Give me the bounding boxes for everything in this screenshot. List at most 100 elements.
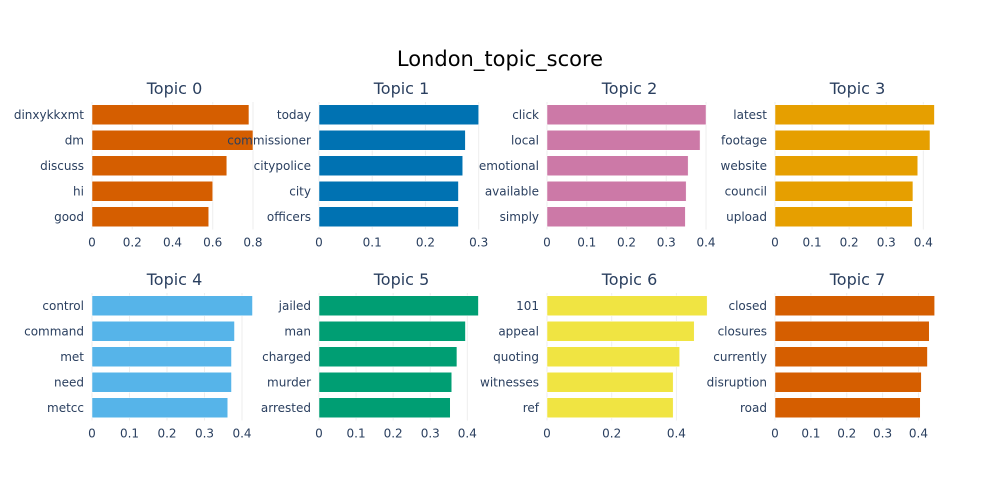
subplot-title: Topic 5 xyxy=(373,270,430,289)
subplot-title: Topic 3 xyxy=(829,79,886,98)
subplot-topic-7: Topic 7 0 0.1 0.2 0.3 0.4 closed closures curren… xyxy=(707,270,935,441)
x-tick-label: 0.3 xyxy=(195,427,214,441)
bar-currently xyxy=(774,346,928,367)
bar-latest xyxy=(774,104,935,125)
category-label: appeal xyxy=(498,324,539,338)
bar-upload xyxy=(774,206,913,227)
subplot-topic-6: Topic 6 0 0.2 0.4 101 appeal quoting witnesses r… xyxy=(480,270,708,441)
bar-quoting xyxy=(546,346,680,367)
bar-website xyxy=(774,155,919,176)
category-label: officers xyxy=(267,210,311,224)
x-tick-label: 0.3 xyxy=(421,427,440,441)
category-label: website xyxy=(721,159,768,173)
x-tick-label: 0 xyxy=(771,236,779,250)
bar-control xyxy=(91,295,253,316)
category-label: hi xyxy=(73,184,84,198)
subplot-topic-4: Topic 4 0 0.1 0.2 0.3 0.4 control command met nee… xyxy=(24,270,253,441)
x-tick-label: 0.4 xyxy=(914,236,933,250)
bar-today xyxy=(318,104,479,125)
subplot-topic-1: Topic 1 0 0.1 0.2 0.3 today commissioner citypo… xyxy=(227,79,488,250)
bar-closures xyxy=(774,321,930,342)
bar-murder xyxy=(318,372,452,393)
category-label: closures xyxy=(718,324,767,338)
category-label: control xyxy=(42,299,84,313)
bar-101 xyxy=(546,295,708,316)
subplot-title: Topic 6 xyxy=(601,270,658,289)
subplot-panels: Topic 0 0 0.2 0.4 0.6 0.8 dinxykkxmt dm discuss h… xyxy=(14,79,935,441)
x-tick-label: 0.1 xyxy=(120,427,139,441)
subplot-topic-2: Topic 2 0 0.1 0.2 0.3 0.4 click local emotional a… xyxy=(479,79,716,250)
category-label: man xyxy=(284,324,311,338)
x-tick-label: 0.3 xyxy=(877,236,896,250)
subplot-title: Topic 4 xyxy=(146,270,203,289)
category-label: charged xyxy=(262,350,311,364)
subplot-title: Topic 2 xyxy=(601,79,658,98)
x-tick-label: 0 xyxy=(315,427,323,441)
x-tick-label: 0.2 xyxy=(384,427,403,441)
bar-met xyxy=(91,346,232,367)
category-label: upload xyxy=(726,210,767,224)
x-tick-label: 0.2 xyxy=(123,236,142,250)
subplot-title: Topic 0 xyxy=(146,79,203,98)
category-label: discuss xyxy=(40,159,84,173)
bar-command xyxy=(91,321,235,342)
bar-hi xyxy=(91,181,213,202)
category-label: simply xyxy=(500,210,539,224)
subplot-topic-5: Topic 5 0 0.1 0.2 0.3 0.4 jailed man charged murd… xyxy=(261,270,479,441)
bar-metcc xyxy=(91,397,228,418)
subplot-topic-3: Topic 3 0 0.1 0.2 0.3 0.4 latest footage website… xyxy=(721,79,935,250)
category-label: dm xyxy=(65,133,84,147)
chart-title: London_topic_score xyxy=(397,47,603,72)
x-tick-label: 0.4 xyxy=(458,427,477,441)
x-tick-label: 0 xyxy=(771,427,779,441)
x-tick-label: 0.2 xyxy=(157,427,176,441)
category-label: murder xyxy=(267,375,311,389)
x-tick-label: 0.1 xyxy=(803,236,822,250)
category-label: jailed xyxy=(278,299,311,313)
x-tick-label: 0.1 xyxy=(347,427,366,441)
x-tick-label: 0.1 xyxy=(363,236,382,250)
bar-man xyxy=(318,321,466,342)
category-label: today xyxy=(277,108,311,122)
x-tick-label: 0.3 xyxy=(469,236,488,250)
x-tick-label: 0.2 xyxy=(602,427,621,441)
x-tick-label: 0.3 xyxy=(873,427,892,441)
bar-road xyxy=(774,397,921,418)
x-tick-label: 0.2 xyxy=(840,236,859,250)
bar-local xyxy=(546,130,701,151)
bar-council xyxy=(774,181,914,202)
bar-available xyxy=(546,181,687,202)
x-tick-label: 0.6 xyxy=(203,236,222,250)
bar-need xyxy=(91,372,232,393)
category-label: met xyxy=(60,350,84,364)
category-label: click xyxy=(512,108,539,122)
x-tick-label: 0.2 xyxy=(617,236,636,250)
x-tick-label: 0 xyxy=(543,427,551,441)
bar-commissioner xyxy=(318,130,466,151)
bar-charged xyxy=(318,346,458,367)
x-tick-label: 0 xyxy=(315,236,323,250)
bar-footage xyxy=(774,130,931,151)
x-tick-label: 0 xyxy=(88,236,96,250)
x-tick-label: 0.2 xyxy=(416,236,435,250)
subplot-title: Topic 1 xyxy=(373,79,430,98)
bar-good xyxy=(91,206,209,227)
bar-jailed xyxy=(318,295,479,316)
x-tick-label: 0.8 xyxy=(243,236,262,250)
category-label: available xyxy=(485,184,539,198)
x-tick-label: 0.4 xyxy=(667,427,686,441)
category-label: commissioner xyxy=(227,133,311,147)
x-tick-label: 0.1 xyxy=(801,427,820,441)
bar-witnesses xyxy=(546,372,674,393)
category-label: need xyxy=(54,375,84,389)
category-label: good xyxy=(54,210,84,224)
bar-simply xyxy=(546,206,686,227)
bar-discuss xyxy=(91,155,228,176)
subplot-topic-0: Topic 0 0 0.2 0.4 0.6 0.8 dinxykkxmt dm discuss h… xyxy=(14,79,263,250)
category-label: quoting xyxy=(493,350,539,364)
x-tick-label: 0.1 xyxy=(577,236,596,250)
category-label: latest xyxy=(733,108,767,122)
category-label: command xyxy=(24,324,84,338)
subplot-title: Topic 7 xyxy=(829,270,886,289)
category-label: 101 xyxy=(516,299,539,313)
